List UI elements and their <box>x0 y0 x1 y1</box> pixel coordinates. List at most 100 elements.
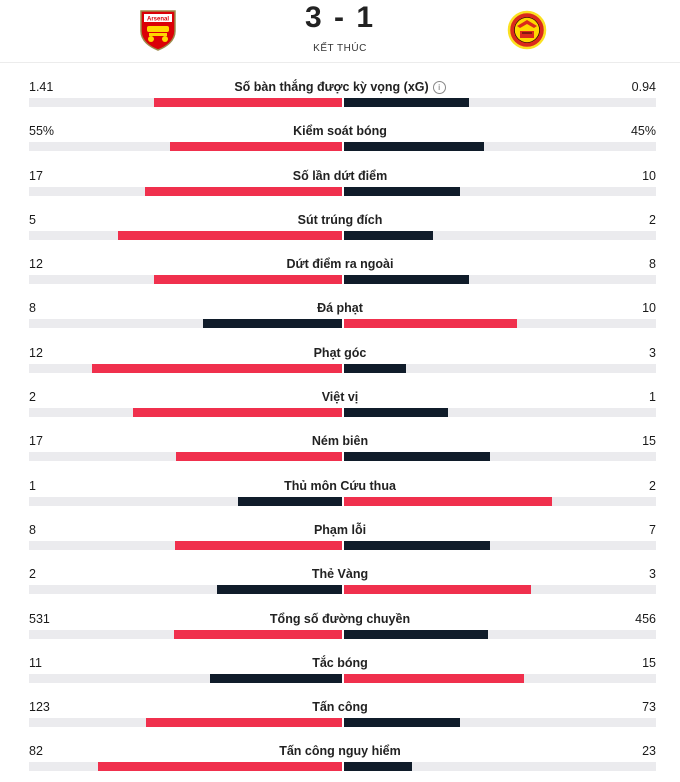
home-stat-bar <box>175 452 342 462</box>
away-stat-value: 15 <box>642 434 656 449</box>
away-stat-value: 10 <box>642 301 656 316</box>
away-stat-bar <box>344 230 434 240</box>
home-stat-value: 12 <box>29 345 43 360</box>
home-stat-track <box>29 629 342 639</box>
stat-row: 2 Thẻ Vàng 3 <box>0 559 680 603</box>
away-stat-bar <box>344 718 461 728</box>
home-stat-track <box>29 585 342 595</box>
away-stat-bar <box>344 540 490 550</box>
home-stat-track <box>29 98 342 107</box>
away-stat-bar <box>344 673 524 683</box>
stat-label-text: Tổng số đường chuyền <box>269 611 411 626</box>
home-stat-bar <box>154 275 342 285</box>
stat-label: Kiểm soát bóng <box>140 124 540 139</box>
svg-text:Arsenal: Arsenal <box>147 17 169 23</box>
home-stat-bar <box>133 408 342 418</box>
home-stat-bar <box>169 142 342 152</box>
stats-list: 1.41 Số bàn thắng được kỳ vọng (xG) i 0.94 5… <box>0 72 680 781</box>
stat-row: 12 Dứt điểm ra ngoài 8 <box>0 249 680 293</box>
home-stat-value: 55% <box>29 124 55 139</box>
home-stat-value: 11 <box>29 655 42 670</box>
away-stat-value: 8 <box>649 257 656 272</box>
home-stat-track <box>29 230 342 240</box>
home-stat-value: 8 <box>29 522 36 537</box>
home-stat-bar <box>175 540 342 550</box>
away-stat-track <box>344 230 656 240</box>
stat-label: Phạt góc <box>140 346 540 361</box>
home-stat-bar <box>237 496 342 506</box>
home-stat-value: 17 <box>29 434 43 449</box>
stat-row: 17 Ném biên 15 <box>0 426 680 470</box>
stat-row: 8 Phạm lỗi 7 <box>0 515 680 559</box>
stat-label-text: Tấn công nguy hiểm <box>279 744 401 759</box>
away-stat-bar <box>344 452 491 462</box>
away-stat-track <box>344 98 656 107</box>
home-stat-bar <box>91 363 342 373</box>
info-icon[interactable]: i <box>432 81 446 94</box>
stat-label-text: Số lần dứt điểm <box>292 168 388 183</box>
home-stat-track <box>29 142 342 152</box>
home-stat-value: 8 <box>29 301 36 316</box>
stat-row: 8 Đá phạt 10 <box>0 293 680 337</box>
away-stat-track <box>344 629 656 639</box>
away-stat-track <box>344 363 656 373</box>
home-stat-track <box>29 319 342 329</box>
home-stat-value: 123 <box>29 700 50 715</box>
manchester-united-crest-icon[interactable] <box>507 9 547 51</box>
home-stat-value: 2 <box>29 390 36 405</box>
away-stat-bar <box>344 629 489 639</box>
stat-label: Tấn công <box>140 700 540 715</box>
stat-label-text: Thẻ Vàng <box>311 567 369 582</box>
away-stat-value: 73 <box>642 700 656 715</box>
stat-label-text: Số bàn thắng được kỳ vọng (xG) <box>234 80 429 94</box>
away-stat-value: 7 <box>649 522 656 537</box>
stat-row: 1.41 Số bàn thắng được kỳ vọng (xG) i 0.94 <box>0 72 680 116</box>
away-stat-track <box>344 718 656 728</box>
home-stat-track <box>29 762 342 772</box>
stat-label: Số lần dứt điểm <box>140 169 540 184</box>
match-header: Arsenal 3 - 1 KẾT THÚC <box>0 0 680 63</box>
home-stat-value: 12 <box>29 257 43 272</box>
away-stat-track <box>344 496 656 506</box>
stat-label-text: Ném biên <box>311 434 369 449</box>
away-stat-track <box>344 408 656 418</box>
away-stat-value: 3 <box>649 567 656 582</box>
home-stat-value: 82 <box>29 744 43 759</box>
away-stat-bar <box>344 762 413 772</box>
home-stat-value: 17 <box>29 168 43 183</box>
home-stat-track <box>29 408 342 418</box>
home-stat-bar <box>202 319 342 329</box>
home-stat-track <box>29 540 342 550</box>
away-stat-value: 2 <box>649 478 656 493</box>
match-status: KẾT THÚC <box>313 43 367 54</box>
stat-label-text: Tấn công <box>312 700 368 715</box>
away-stat-value: 10 <box>642 168 656 183</box>
away-stat-track <box>344 275 656 285</box>
home-stat-value: 5 <box>29 212 36 227</box>
away-stat-value: 15 <box>642 655 656 670</box>
away-stat-track <box>344 540 656 550</box>
home-stat-bar <box>97 762 342 772</box>
away-stat-bar <box>344 142 485 152</box>
arsenal-crest-icon[interactable]: Arsenal <box>138 9 178 51</box>
home-stat-value: 1.41 <box>29 80 54 94</box>
stat-label-text: Việt vị <box>321 390 359 405</box>
home-stat-track <box>29 496 342 506</box>
away-stat-bar <box>344 363 407 373</box>
stat-row: 12 Phạt góc 3 <box>0 338 680 382</box>
home-stat-bar <box>173 629 342 639</box>
stat-label-text: Kiểm soát bóng <box>293 124 387 139</box>
stat-label: Tắc bóng <box>140 656 540 671</box>
stat-label-text: Phạt góc <box>313 345 367 360</box>
away-stat-track <box>344 319 656 329</box>
home-stat-bar <box>145 718 342 728</box>
home-stat-bar <box>209 673 342 683</box>
away-stat-track <box>344 142 656 152</box>
stat-row: 531 Tổng số đường chuyền 456 <box>0 604 680 648</box>
away-stat-value: 1 <box>649 390 656 405</box>
stat-label: Sút trúng đích <box>140 213 540 228</box>
stat-label: Phạm lỗi <box>140 523 540 538</box>
stat-label: Dứt điểm ra ngoài <box>140 257 540 272</box>
stat-row: 1 Thủ môn Cứu thua 2 <box>0 471 680 515</box>
home-stat-bar <box>118 230 342 240</box>
